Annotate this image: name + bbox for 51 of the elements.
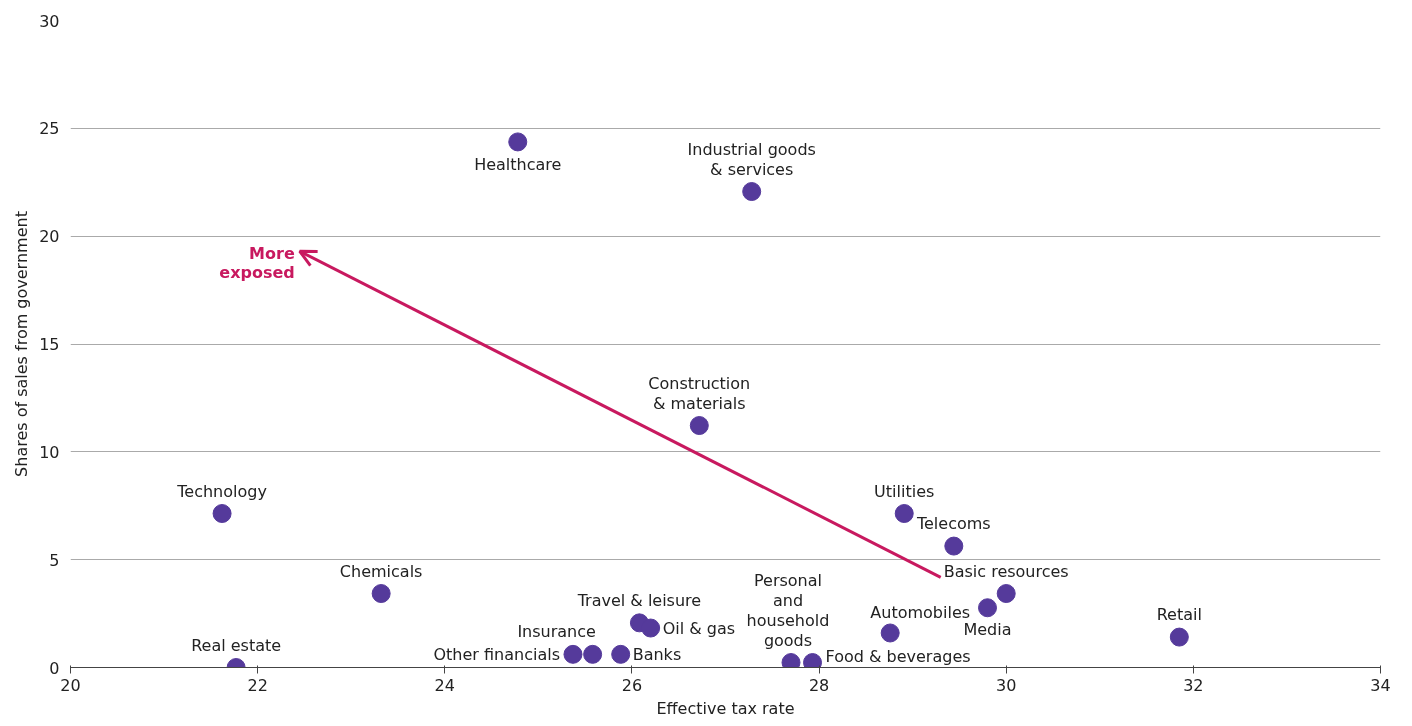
y-tick-label: 5 bbox=[49, 550, 60, 570]
y-tick-label: 30 bbox=[39, 11, 60, 31]
x-tick-label: 30 bbox=[996, 675, 1017, 695]
point bbox=[894, 504, 914, 523]
point bbox=[563, 644, 583, 664]
annotation: Retail bbox=[1156, 605, 1202, 625]
point bbox=[944, 536, 964, 556]
point bbox=[996, 584, 1016, 604]
point bbox=[689, 416, 709, 435]
annotation: More exposed bbox=[219, 244, 295, 283]
annotation: Personal and household goods bbox=[746, 570, 830, 650]
y-axis-title: Shares of sales from government bbox=[12, 211, 32, 477]
x-tick-label: 34 bbox=[1370, 675, 1391, 695]
y-tick-label: 25 bbox=[39, 119, 60, 139]
x-axis-title: Effective tax rate bbox=[656, 698, 795, 718]
annotation: Banks bbox=[632, 644, 682, 664]
annotation: Technology bbox=[176, 481, 267, 501]
annotation: Chemicals bbox=[339, 561, 423, 581]
point bbox=[641, 618, 661, 638]
annotation: Basic resources bbox=[943, 561, 1069, 581]
annotation: Travel & leisure bbox=[576, 590, 702, 610]
y-tick-label: 20 bbox=[39, 227, 60, 247]
point bbox=[508, 132, 528, 152]
point bbox=[978, 598, 997, 618]
annotation: Media bbox=[963, 619, 1012, 639]
y-tick-label: 0 bbox=[49, 658, 60, 678]
annotation: Telecoms bbox=[915, 514, 991, 534]
annotation: Industrial goods & services bbox=[687, 139, 816, 179]
x-tick-label: 26 bbox=[621, 675, 643, 695]
point bbox=[611, 644, 631, 664]
annotation: Construction & materials bbox=[648, 373, 751, 413]
annotation: Food & beverages bbox=[825, 647, 971, 667]
annotation: Automobiles bbox=[870, 602, 971, 622]
annotation: Oil & gas bbox=[662, 618, 736, 638]
y-tick-label: 15 bbox=[39, 335, 60, 354]
annotation: Insurance bbox=[517, 622, 596, 642]
annotation: Other financials bbox=[433, 644, 560, 664]
point bbox=[1169, 627, 1189, 647]
point bbox=[212, 504, 232, 523]
point bbox=[371, 584, 391, 604]
x-tick-label: 32 bbox=[1183, 675, 1204, 695]
x-tick-label: 28 bbox=[808, 675, 830, 695]
x-tick-label: 24 bbox=[434, 675, 455, 695]
y-tick-label: 10 bbox=[39, 442, 60, 462]
x-tick-label: 22 bbox=[247, 675, 268, 695]
annotation: Real estate bbox=[191, 635, 282, 655]
annotation: Utilities bbox=[874, 481, 935, 501]
annotation: Healthcare bbox=[474, 154, 562, 174]
point bbox=[583, 644, 603, 664]
point bbox=[880, 623, 900, 643]
point bbox=[742, 182, 762, 202]
